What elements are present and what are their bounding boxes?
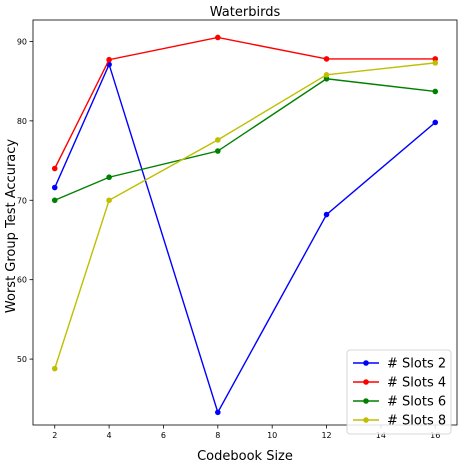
data-point (215, 137, 221, 143)
legend: # Slots 2 # Slots 4 # Slots 6 # Slots 8 (346, 349, 452, 435)
data-point (51, 184, 58, 191)
x-axis-title: Codebook Size (197, 449, 293, 464)
x-tick-label: 4 (107, 431, 112, 440)
data-point (432, 119, 439, 126)
data-point (432, 60, 439, 66)
data-point (51, 165, 58, 172)
x-tick-label: 8 (215, 431, 220, 440)
data-point (323, 56, 330, 62)
legend-label: # Slots 4 (387, 376, 446, 391)
legend-label: # Slots 2 (387, 357, 446, 372)
data-point (432, 56, 439, 62)
data-point (51, 197, 58, 204)
legend-marker (363, 398, 369, 404)
legend-box (346, 349, 452, 435)
x-tick-label: 10 (267, 431, 277, 440)
series-line-4 (54, 62, 436, 369)
data-point (215, 409, 221, 416)
data-point (215, 34, 221, 41)
legend-label: # Slots 6 (387, 395, 446, 410)
plot-area: 2 4 6 8 10 12 14 16 50 60 70 80 90 (17, 19, 458, 440)
y-tick-label: 90 (17, 37, 27, 46)
legend-marker (363, 417, 369, 423)
data-point (432, 88, 439, 95)
legend-marker (363, 360, 369, 366)
x-tick-label: 16 (430, 431, 440, 440)
series-line-3 (54, 78, 436, 201)
data-point (323, 211, 330, 218)
y-axis-title: Worst Group Test Accuracy (4, 139, 19, 313)
x-tick-label: 14 (376, 431, 386, 440)
plot-frame (32, 19, 458, 426)
x-tick-label: 12 (321, 431, 331, 440)
legend-marker (363, 379, 369, 385)
x-tick-label: 2 (52, 431, 57, 440)
chart-title: Waterbirds (210, 5, 281, 20)
data-point (51, 365, 58, 372)
legend-label: # Slots 8 (387, 414, 446, 429)
data-point (106, 174, 112, 181)
y-tick-label: 70 (17, 196, 27, 205)
data-point (323, 75, 330, 82)
data-point (106, 56, 112, 63)
y-tick-label: 80 (17, 117, 27, 126)
y-tick-label: 60 (17, 276, 27, 285)
data-point (215, 148, 221, 154)
series-line-2 (54, 36, 436, 169)
data-point (106, 197, 112, 204)
x-tick-label: 6 (161, 431, 166, 440)
y-tick-label: 50 (17, 355, 27, 364)
data-point (323, 71, 330, 78)
